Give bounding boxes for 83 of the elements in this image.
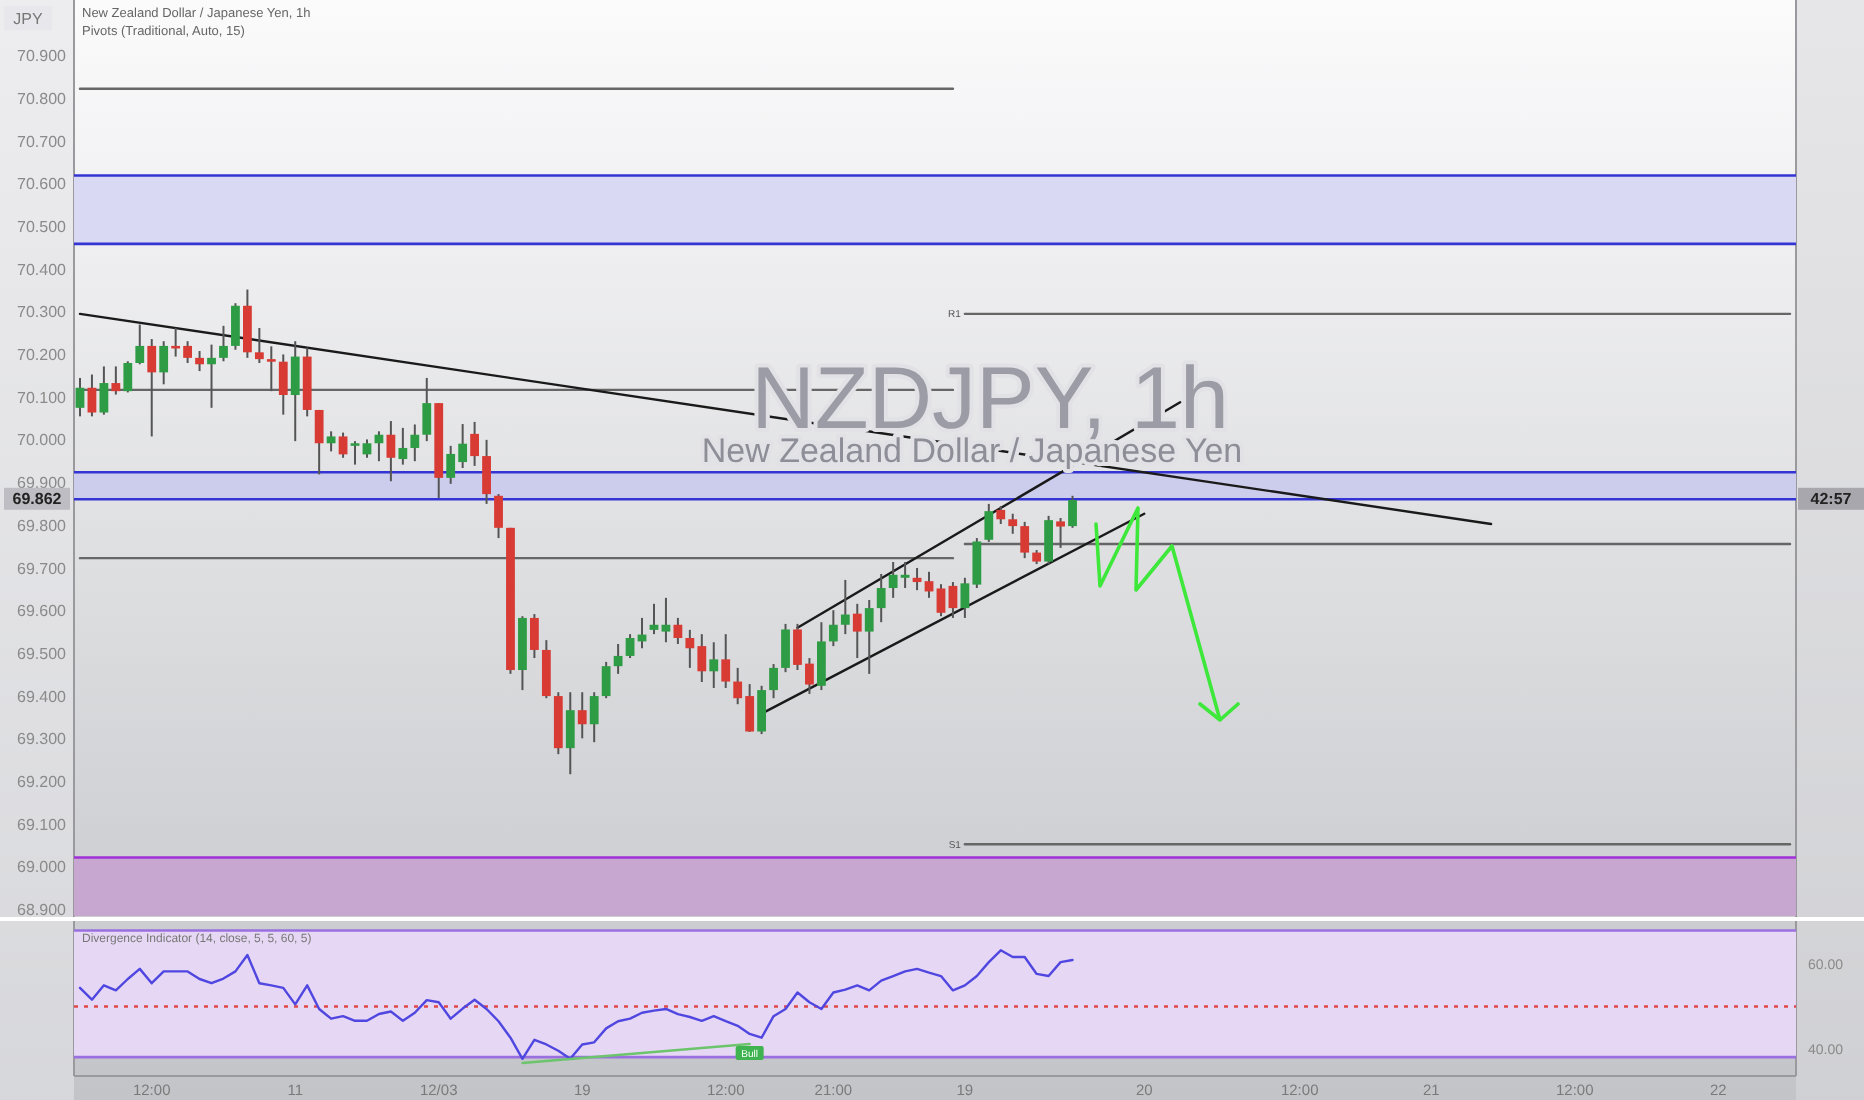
candlestick (530, 613, 539, 660)
candlestick (876, 572, 886, 624)
candlestick (111, 365, 121, 396)
candlestick (1020, 520, 1030, 560)
candlestick (817, 621, 826, 692)
candlestick (781, 622, 790, 674)
candlestick (266, 345, 276, 393)
candlestick (338, 431, 348, 459)
candlestick (613, 642, 623, 675)
y-tick-label: 70.900 (17, 47, 68, 66)
annotation: 69.862 (12, 490, 63, 509)
candlestick (565, 691, 575, 776)
candlestick (290, 340, 300, 443)
candlestick (123, 360, 133, 394)
candlestick (852, 602, 862, 660)
candlestick (577, 691, 587, 740)
line-series (78, 949, 1074, 1060)
candlestick (769, 663, 778, 700)
y-tick-label: 70.200 (17, 346, 68, 365)
candlestick (219, 324, 228, 363)
candlestick (948, 581, 958, 619)
candlestick (350, 440, 360, 466)
y-tick-label: 70.600 (17, 175, 68, 194)
y-tick-label: 70.800 (17, 89, 68, 108)
candlestick (195, 350, 204, 373)
y-tick-label: 69.700 (17, 559, 68, 578)
y-tick-label: 70.100 (17, 388, 68, 407)
text: 42:57 (1810, 490, 1853, 509)
y-tick-label: 70.300 (17, 303, 68, 322)
candlestick (721, 633, 731, 689)
y-tick-label: 69.100 (17, 815, 68, 834)
y-tick-label: 69.400 (17, 687, 68, 706)
candlestick (864, 598, 874, 675)
y-tick-label: 70.700 (17, 132, 68, 151)
candlestick (757, 684, 766, 736)
candlestick (278, 353, 288, 416)
candlestick (207, 343, 216, 409)
y-axis-title: JPY (13, 9, 44, 28)
y-tick-label: 69.300 (17, 730, 68, 749)
candlestick (135, 323, 145, 366)
candlestick (840, 578, 850, 636)
y-tick-label: 69.600 (17, 602, 68, 621)
candlestick (673, 616, 683, 645)
candlestick (470, 420, 479, 467)
candlestick (386, 420, 396, 483)
candlestick (1044, 514, 1053, 566)
candlestick (147, 338, 157, 438)
candlestick (1008, 512, 1018, 535)
candlestick (314, 408, 324, 476)
y-tick-label: 69.800 (17, 516, 68, 535)
candlestick (243, 288, 252, 359)
candlestick (75, 376, 85, 418)
y-tick-label: 70.000 (17, 431, 68, 450)
candlestick (936, 583, 946, 618)
candlestick (99, 365, 109, 416)
candlestick (661, 596, 671, 644)
candlestick (326, 430, 336, 453)
y-tick-label: 70.500 (17, 217, 68, 236)
candlestick (984, 502, 994, 543)
y-tick-label: 69.500 (17, 644, 68, 663)
candlestick (231, 302, 240, 351)
candlestick (422, 376, 432, 443)
y-tick-label: 70.400 (17, 260, 68, 279)
y-tick-label: 68.900 (17, 901, 68, 920)
candlestick (254, 326, 264, 364)
candlestick (625, 633, 635, 660)
candlestick (398, 426, 408, 466)
candlestick (87, 373, 97, 418)
y-tick-label: 69.000 (17, 858, 68, 877)
candlestick (159, 340, 169, 386)
y-tick-label: 69.200 (17, 773, 68, 792)
candlestick (1068, 494, 1077, 529)
candlestick (1056, 517, 1065, 549)
candlestick (589, 691, 599, 744)
candlestick (601, 660, 611, 700)
candlestick (482, 438, 491, 505)
candlestick (410, 423, 420, 463)
y-tick-label: 69.900 (17, 474, 68, 493)
candlestick (828, 609, 838, 648)
candlestick (362, 438, 372, 459)
candlestick (709, 641, 719, 689)
candlestick (541, 639, 551, 700)
candlestick (494, 493, 503, 540)
